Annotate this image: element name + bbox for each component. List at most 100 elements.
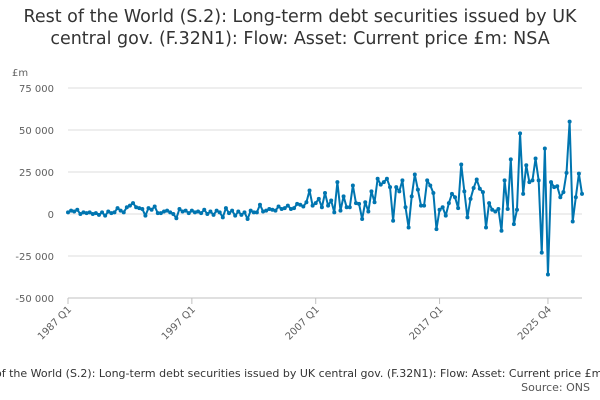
data-point — [384, 176, 389, 181]
chart-footer: Rest of the World (S.2): Long-term debt … — [0, 366, 600, 382]
data-point — [214, 208, 219, 213]
data-point — [149, 207, 154, 212]
data-point — [143, 213, 148, 218]
data-point — [223, 206, 228, 211]
data-point — [434, 227, 439, 232]
data-point — [372, 200, 377, 205]
data-point — [360, 217, 365, 222]
data-point — [403, 205, 408, 210]
chart-footer-text: Rest of the World (S.2): Long-term debt … — [0, 367, 600, 380]
data-point — [84, 211, 89, 216]
x-tick-label: 2007 Q1 — [284, 304, 322, 342]
data-point — [115, 206, 120, 211]
data-point — [388, 185, 393, 190]
data-point — [539, 250, 544, 255]
data-point — [112, 210, 117, 215]
data-point — [558, 195, 563, 200]
data-point — [196, 209, 201, 214]
data-point — [471, 185, 476, 190]
data-point — [443, 213, 448, 218]
data-point — [146, 206, 151, 211]
x-tick-label: 1997 Q1 — [160, 304, 198, 342]
data-point — [378, 182, 383, 187]
data-point — [186, 211, 191, 216]
data-point — [180, 209, 185, 214]
data-point — [295, 201, 300, 206]
data-point — [555, 184, 560, 189]
data-point — [171, 212, 176, 216]
data-point — [217, 210, 222, 215]
data-point — [480, 190, 485, 195]
data-point — [205, 212, 210, 216]
data-point — [69, 208, 74, 213]
data-point — [468, 196, 473, 201]
data-point — [437, 207, 442, 212]
data-point — [288, 206, 293, 211]
data-point — [511, 222, 516, 227]
data-point — [323, 191, 327, 195]
data-point — [211, 212, 216, 217]
data-point — [490, 207, 495, 212]
data-point — [257, 202, 262, 207]
source-label: Source: ONS — [521, 381, 590, 394]
data-point — [134, 205, 139, 210]
data-point — [580, 191, 584, 196]
data-point — [227, 211, 232, 216]
data-point — [335, 180, 340, 185]
x-tick-label: 2017 Q1 — [408, 304, 446, 342]
data-point — [549, 180, 554, 185]
data-point — [220, 215, 225, 220]
data-point — [230, 208, 235, 213]
data-point — [552, 185, 557, 190]
data-point — [267, 206, 272, 211]
data-point — [502, 178, 507, 183]
data-point — [521, 191, 526, 196]
data-point — [397, 189, 402, 194]
data-point — [245, 217, 250, 222]
x-tick-label: 2025 Q4 — [516, 304, 554, 342]
data-point — [564, 170, 569, 175]
data-point — [106, 209, 111, 214]
data-point — [199, 211, 204, 216]
data-point — [233, 213, 238, 218]
data-point — [459, 162, 464, 167]
data-point — [573, 195, 578, 200]
data-point — [508, 157, 513, 162]
data-point — [242, 210, 247, 215]
data-point — [353, 201, 358, 206]
y-tick-label: 25 000 — [19, 168, 54, 179]
data-point — [477, 186, 482, 191]
data-point — [81, 210, 86, 215]
data-point — [313, 201, 318, 206]
data-point — [366, 209, 371, 214]
data-point — [208, 209, 213, 214]
data-point — [418, 203, 423, 208]
data-point — [298, 202, 303, 207]
data-point — [576, 171, 581, 176]
data-point — [409, 194, 414, 199]
data-point — [499, 228, 504, 233]
data-point — [307, 188, 312, 193]
data-point — [192, 210, 197, 215]
data-point — [304, 200, 309, 205]
data-point — [446, 201, 451, 206]
data-point — [381, 180, 386, 185]
data-point — [357, 201, 362, 206]
data-point — [524, 163, 529, 168]
data-point — [152, 204, 157, 209]
data-point — [319, 205, 324, 210]
data-point — [72, 209, 77, 214]
data-point — [310, 203, 315, 208]
data-point — [422, 203, 427, 208]
data-point — [561, 190, 566, 195]
series-line — [67, 120, 583, 276]
data-point — [93, 211, 98, 216]
y-tick-label: 75 000 — [19, 84, 54, 95]
y-axis-unit-label: £m — [12, 68, 29, 79]
data-point — [341, 194, 346, 199]
data-point — [124, 205, 129, 210]
data-point — [276, 204, 281, 209]
data-point — [493, 209, 498, 214]
data-point — [415, 187, 420, 192]
